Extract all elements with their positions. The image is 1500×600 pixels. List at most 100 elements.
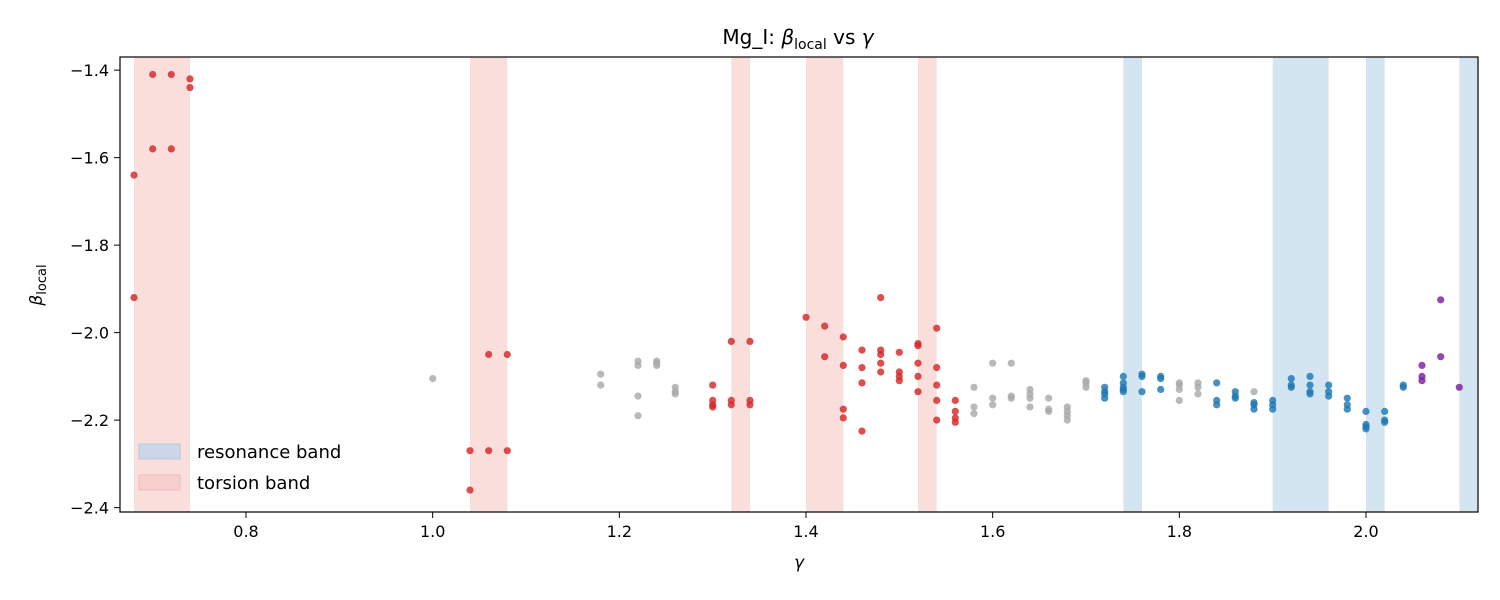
torsion-point-40 [895,348,903,356]
resonance-point-20 [1231,394,1239,402]
legend: resonance band torsion band [138,442,341,494]
resonance-point-8 [1119,388,1127,396]
neutral-point-1 [597,370,605,378]
torsion-point-37 [877,350,885,359]
torsion-point-13 [503,447,511,455]
y-tick-label: −1.4 [70,61,109,80]
resonance-point-17 [1213,401,1221,409]
resonance-point-39 [1343,405,1351,413]
resonance-point-36 [1325,392,1333,400]
y-tick-label: −2.0 [70,324,109,343]
torsion-point-52 [933,396,941,404]
neutral-point-0 [429,375,437,383]
resonance-band-8 [1459,57,1478,512]
resonance-point-33 [1306,390,1314,398]
neutral-point-38 [1175,385,1183,394]
torsion-point-25 [821,322,829,330]
legend-swatch-torsion [138,474,181,491]
torsion-point-18 [727,337,735,345]
x-tick-label: 1.6 [980,522,1005,541]
neutral-point-15 [970,410,978,418]
neutral-point-12 [671,390,679,398]
torsion-point-10 [485,350,493,359]
x-tick-label: 0.8 [233,522,258,541]
torsion-point-53 [933,416,941,424]
torsion-point-6 [186,75,194,83]
y-tick-label: −1.8 [70,236,109,255]
torsion-point-54 [951,396,959,404]
resonance-point-46 [1381,418,1389,426]
resonance-band-5 [1123,57,1142,512]
resonance-point-15 [1213,379,1221,387]
torsion-point-2 [149,70,157,79]
torsion-point-5 [167,145,175,153]
y-tick-label: −2.2 [70,411,109,430]
y-axis: −1.4 −1.6 −1.8 −2.0 −2.2 −2.4 [70,61,120,518]
resonance-point-3 [1101,394,1109,402]
neutral-point-18 [989,401,997,409]
resonance-point-27 [1287,375,1295,383]
torsion-point-8 [466,447,474,455]
torsion-point-48 [914,388,922,396]
special-point-2 [1418,377,1426,385]
torsion-point-21 [746,337,754,345]
resonance-point-34 [1325,381,1333,389]
y-tick-label: −1.6 [70,149,109,168]
torsion-point-51 [933,381,941,389]
torsion-point-34 [858,427,866,435]
resonance-point-23 [1250,405,1258,413]
resonance-point-30 [1306,372,1314,380]
band-layer [134,57,1478,512]
neutral-point-2 [597,381,605,389]
x-tick-label: 1.2 [607,522,632,541]
torsion-point-57 [951,418,959,426]
resonance-point-37 [1343,394,1351,402]
torsion-point-20 [727,401,735,409]
resonance-point-4 [1119,372,1127,380]
resonance-point-40 [1362,407,1370,415]
neutral-point-13 [970,383,978,391]
torsion-point-28 [839,361,847,369]
torsion-point-31 [858,346,866,354]
special-point-3 [1437,296,1445,304]
neutral-point-24 [1026,394,1034,402]
torsion-point-38 [877,359,885,367]
torsion-point-4 [167,70,175,79]
x-tick-label: 2.0 [1353,522,1378,541]
torsion-band-2 [731,57,750,512]
torsion-point-32 [858,364,866,372]
resonance-point-14 [1157,385,1165,394]
neutral-point-43 [1250,388,1258,396]
torsion-point-26 [821,353,829,361]
torsion-point-11 [485,447,493,455]
legend-label-resonance: resonance band [197,442,341,463]
resonance-point-10 [1138,372,1146,380]
neutral-point-5 [634,392,642,400]
torsion-point-50 [933,364,941,372]
torsion-point-49 [933,324,941,332]
resonance-point-48 [1399,383,1407,391]
torsion-band-4 [918,57,937,512]
torsion-point-39 [877,368,885,376]
neutral-point-32 [1063,416,1071,424]
legend-label-torsion: torsion band [197,473,310,494]
torsion-point-55 [951,407,959,415]
torsion-point-3 [149,145,157,153]
neutral-point-21 [1007,394,1015,402]
neutral-point-19 [1007,359,1015,367]
torsion-point-30 [839,414,847,422]
neutral-point-25 [1026,403,1034,411]
point-layer [130,70,1463,494]
resonance-point-13 [1157,375,1165,383]
neutral-point-16 [989,359,997,367]
torsion-point-46 [914,359,922,367]
torsion-point-14 [709,381,717,389]
x-axis-label: γ [794,553,805,573]
torsion-point-17 [709,403,717,411]
plot-frame [119,56,1479,513]
torsion-point-35 [877,294,885,302]
torsion-point-0 [130,171,138,179]
y-axis-label: βlocal [27,264,50,306]
x-tick-label: 1.8 [1167,522,1192,541]
